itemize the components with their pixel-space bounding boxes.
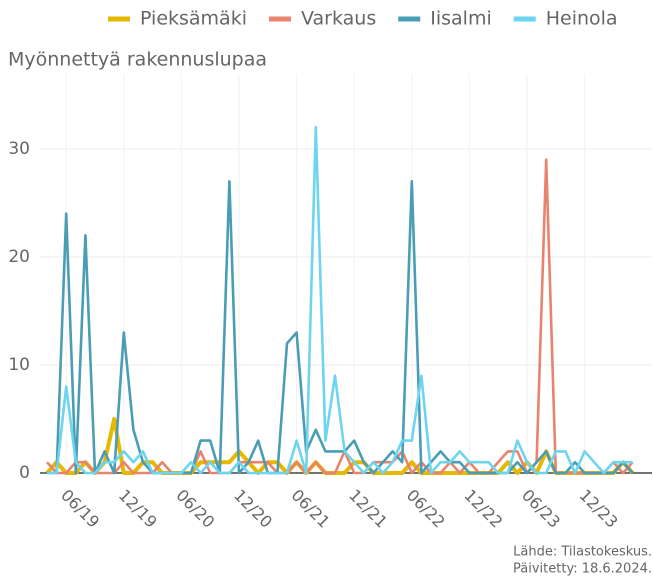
updated: Päivitetty: 18.6.2024. [513, 562, 652, 576]
series-line [46, 158, 634, 475]
legend-label: Iisalmi [430, 8, 492, 30]
x-tick-label: 06/22 [403, 486, 449, 532]
y-tick-label: 20 [8, 247, 30, 267]
x-tick-label: 12/20 [230, 486, 276, 532]
source: Lähde: Tilastokeskus. [513, 545, 652, 560]
x-tick-label: 06/21 [288, 486, 334, 532]
legend-label: Heinola [546, 8, 618, 30]
series-line [47, 179, 634, 475]
chart-title: Myönnettyä rakennuslupaa [8, 49, 267, 71]
x-tick-label: 12/22 [460, 486, 506, 532]
x-tick-label: 12/23 [576, 486, 622, 532]
x-tick-label: 06/20 [172, 486, 218, 532]
x-tick-label: 06/23 [518, 486, 564, 532]
x-tick-label: 12/19 [115, 486, 161, 532]
x-tick-label: 06/19 [57, 486, 103, 532]
y-tick-label: 10 [8, 355, 30, 375]
series-line [47, 125, 633, 475]
y-tick-label: 0 [19, 463, 30, 483]
y-tick-label: 30 [8, 139, 30, 159]
legend-label: Pieksämäki [140, 8, 247, 30]
x-tick-label: 12/21 [345, 486, 391, 532]
legend-label: Varkaus [301, 8, 376, 30]
